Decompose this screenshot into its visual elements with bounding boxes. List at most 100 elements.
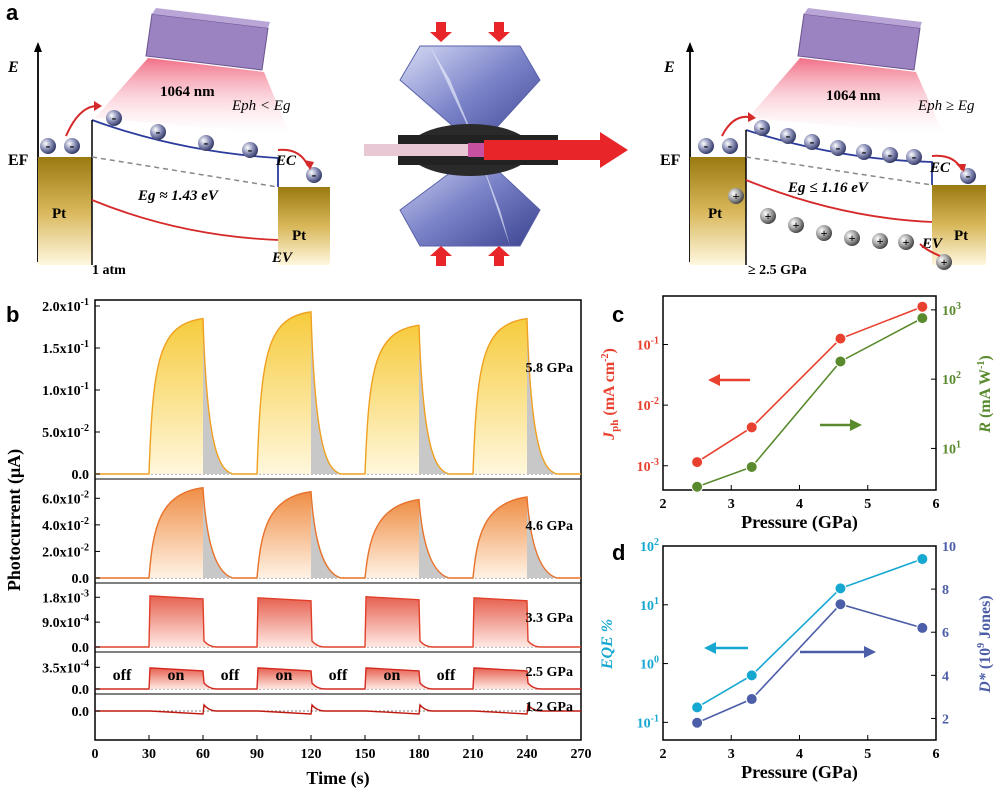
- left-y-tick-label: 10-1: [637, 336, 659, 354]
- data-point-Jph: [691, 456, 704, 469]
- left-y-tick-label: 10-2: [637, 396, 659, 414]
- data-point-Jph: [834, 332, 847, 345]
- right-y-tick-label: 2: [942, 712, 949, 727]
- photon-relation: Eph < Eg: [231, 98, 291, 114]
- left-arrowhead: [708, 374, 720, 386]
- x-tick-label: 5: [864, 497, 871, 512]
- eqe-detectivity-chart: 2 3 4 5 6 Pressure (GPa) 10-1 100 101 102 2 4 6 8 10 EQ…: [599, 537, 994, 783]
- trace-4.6GPa: 0.0 2.0x10-2 4.0x10-2 6.0x10-2 4.6 GPa: [42, 486, 581, 587]
- svg-text:+: +: [793, 218, 800, 232]
- trace-5.8GPa: 0.0 5.0x10-2 1.0x10-1 1.5x10-1 2.0x10-1 5.8 G…: [42, 297, 581, 483]
- bandgap-label: Eg ≈ 1.43 eV: [137, 188, 220, 204]
- decay-shade: [311, 311, 341, 474]
- svg-text:E: E: [663, 59, 675, 76]
- right-y-axis-label: R (mA W-1): [976, 355, 994, 433]
- series-label: 5.8 GPa: [526, 361, 573, 376]
- right-arrowhead: [864, 646, 876, 658]
- svg-text:Eph ≥ Eg: Eph ≥ Eg: [917, 98, 975, 114]
- series-label: 3.3 GPa: [526, 611, 573, 626]
- data-point-R: [916, 312, 929, 325]
- y-tick-label: 4.0x10-2: [42, 516, 89, 534]
- svg-text:-: -: [888, 148, 893, 163]
- x-tick-label: 90: [250, 747, 264, 762]
- conduction-band: [91, 119, 279, 187]
- pulse-fill: [257, 667, 325, 689]
- svg-text:EF: EF: [660, 152, 681, 169]
- state-label-off: off: [329, 667, 348, 684]
- panel-label-d: d: [612, 540, 625, 565]
- pulse-fill: [473, 667, 541, 689]
- svg-text:-: -: [966, 169, 971, 184]
- pulse-fill: [149, 487, 233, 578]
- svg-text:-: -: [728, 139, 733, 154]
- x-tick-label: 3: [728, 497, 735, 512]
- svg-text:-: -: [112, 111, 117, 126]
- valence-band: [91, 199, 279, 241]
- right-y-tick-label: 8: [942, 583, 949, 598]
- svg-text:-: -: [912, 150, 917, 165]
- data-point-R: [691, 480, 704, 493]
- data-point-Jph: [916, 300, 929, 313]
- energy-axis-label: E: [7, 59, 19, 76]
- series-line-D*: [696, 603, 923, 724]
- svg-text:-: -: [810, 135, 815, 150]
- state-label-on: on: [168, 667, 185, 684]
- x-tick-label: 120: [301, 747, 322, 762]
- svg-text:+: +: [941, 255, 948, 269]
- svg-text:EV: EV: [921, 236, 944, 252]
- svg-text:-: -: [70, 139, 75, 154]
- data-point-R: [834, 355, 847, 368]
- y-tick-label: 5.0x10-2: [42, 423, 89, 441]
- y-tick-label: 0.0: [72, 683, 90, 698]
- data-point-D*: [834, 598, 847, 611]
- trace-line: [95, 311, 581, 475]
- x-tick-label: 60: [196, 747, 210, 762]
- x-tick-label: 3: [728, 747, 735, 762]
- data-point-EQE: [916, 553, 929, 566]
- svg-text:-: -: [248, 143, 253, 158]
- svg-text:-: -: [704, 139, 709, 154]
- pt-label-right: Pt: [292, 228, 306, 244]
- pt-electrode-left: [38, 157, 92, 265]
- y-tick-label: 0.0: [72, 468, 90, 483]
- pulse-fill: [473, 597, 541, 647]
- photocurrent-chart: 0.0 5.0x10-2 1.0x10-1 1.5x10-1 2.0x10-1 5.8 G…: [4, 297, 592, 789]
- pulse-fill: [257, 491, 341, 578]
- pulse-fill: [149, 595, 217, 647]
- state-label-off: off: [437, 667, 456, 684]
- ev-label: EV: [271, 250, 294, 266]
- x-tick-label: 4: [796, 497, 803, 512]
- state-label-on: on: [384, 667, 401, 684]
- decay-shade: [527, 318, 557, 474]
- y-tick-label: 6.0x10-2: [42, 489, 89, 507]
- jph-responsivity-chart: 2 3 4 5 6 Pressure (GPa) 10-3 10-2 10-1 101 102 103…: [600, 295, 994, 533]
- series-line-Jph: [696, 305, 923, 463]
- x-tick-label: 6: [933, 747, 940, 762]
- svg-text:-: -: [312, 168, 317, 183]
- svg-text:+: +: [821, 226, 828, 240]
- x-axis-label: Pressure (GPa): [741, 512, 858, 533]
- data-point-D*: [916, 621, 929, 634]
- pulse-fill: [473, 318, 557, 474]
- pulse-fill: [473, 496, 557, 578]
- electrons: [40, 110, 322, 183]
- right-arrowhead: [850, 419, 862, 431]
- state-label-off: off: [113, 667, 132, 684]
- data-point-Jph: [745, 421, 758, 434]
- y-tick-label: 3.5x10-4: [42, 658, 89, 676]
- data-point-R: [745, 460, 758, 473]
- svg-text:+: +: [877, 234, 884, 248]
- left-y-axis-label: EQE %: [599, 619, 616, 670]
- y-tick-label: 1.5x10-1: [42, 339, 89, 357]
- svg-text:-: -: [156, 125, 161, 140]
- panel-label-c: c: [612, 302, 624, 327]
- right-y-tick-label: 10: [942, 540, 956, 555]
- ec-label: EC: [275, 153, 297, 169]
- series-label: 1.2 GPa: [526, 700, 573, 715]
- y-tick-label: 0.0: [72, 705, 90, 720]
- left-y-tick-label: 10-1: [637, 713, 659, 731]
- x-tick-label: 2: [660, 747, 667, 762]
- decay-shade: [203, 318, 233, 474]
- pulse-fill: [365, 325, 449, 474]
